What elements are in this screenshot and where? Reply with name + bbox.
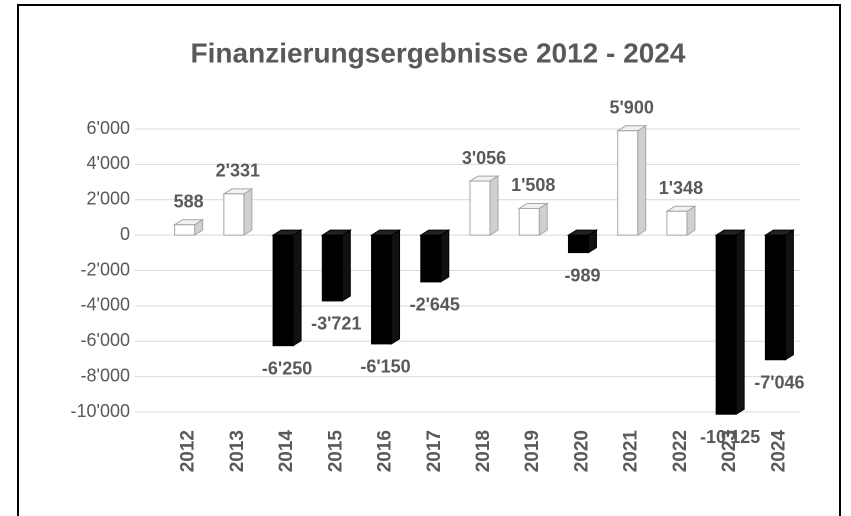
bar	[371, 234, 393, 345]
bar-depth	[391, 229, 401, 345]
x-tick-label: 2021	[621, 430, 642, 473]
y-tick-label: 0	[120, 224, 130, 244]
x-tick-label: 2020	[571, 430, 592, 472]
bar	[223, 193, 245, 236]
bar	[764, 234, 786, 361]
bar-depth	[341, 229, 351, 302]
y-tick-label: -6'000	[81, 330, 130, 350]
y-tick-label: -10'000	[71, 401, 130, 421]
y-tick-label: 6'000	[87, 118, 130, 138]
data-label: -2'645	[410, 295, 460, 315]
x-tick-label: 2013	[227, 430, 248, 472]
data-label: 2'331	[216, 161, 260, 181]
x-tick-label: 2023	[719, 430, 740, 472]
bar	[469, 180, 491, 236]
x-tick-label: 2024	[768, 430, 789, 473]
x-tick-label: 2015	[325, 430, 346, 473]
y-tick-label: 2'000	[87, 189, 130, 209]
data-label: -3'721	[311, 314, 361, 334]
bar	[174, 224, 196, 236]
data-label: 588	[174, 191, 204, 211]
bar	[272, 234, 294, 347]
x-tick-label: 2017	[424, 430, 445, 472]
bar-depth	[637, 124, 647, 237]
x-tick-label: 2018	[473, 430, 494, 472]
bar	[715, 234, 737, 415]
data-label: -6'250	[262, 358, 312, 378]
data-label: -989	[564, 265, 600, 285]
bar-depth	[292, 229, 302, 347]
y-tick-label: 4'000	[87, 153, 130, 173]
y-tick-label: -8'000	[81, 365, 130, 385]
bar	[518, 207, 540, 236]
y-tick-label: -2'000	[81, 259, 130, 279]
chart-title: Finanzierungsergebnisse 2012 - 2024	[191, 37, 686, 68]
bar	[321, 234, 343, 302]
bar	[666, 210, 688, 236]
bar	[420, 234, 442, 283]
x-tick-label: 2019	[522, 430, 543, 472]
bar-depth	[440, 229, 450, 283]
y-tick-label: -4'000	[81, 295, 130, 315]
data-label: -10'125	[700, 427, 760, 447]
bar	[617, 130, 639, 236]
x-tick-label: 2016	[375, 430, 396, 472]
x-tick-label: 2012	[178, 430, 199, 472]
x-tick-label: 2014	[276, 430, 297, 473]
x-tick-label: 2022	[670, 430, 691, 472]
data-label: 5'900	[610, 98, 654, 118]
bar-depth	[489, 175, 499, 237]
bar-depth	[735, 229, 745, 416]
data-label: -6'150	[360, 357, 410, 377]
data-label: 1'348	[659, 178, 703, 198]
bar-depth	[243, 187, 253, 237]
data-label: 3'056	[462, 148, 506, 168]
data-label: -7'046	[754, 373, 804, 393]
data-label: 1'508	[511, 175, 555, 195]
bar-depth	[784, 229, 794, 361]
bar	[567, 234, 589, 254]
